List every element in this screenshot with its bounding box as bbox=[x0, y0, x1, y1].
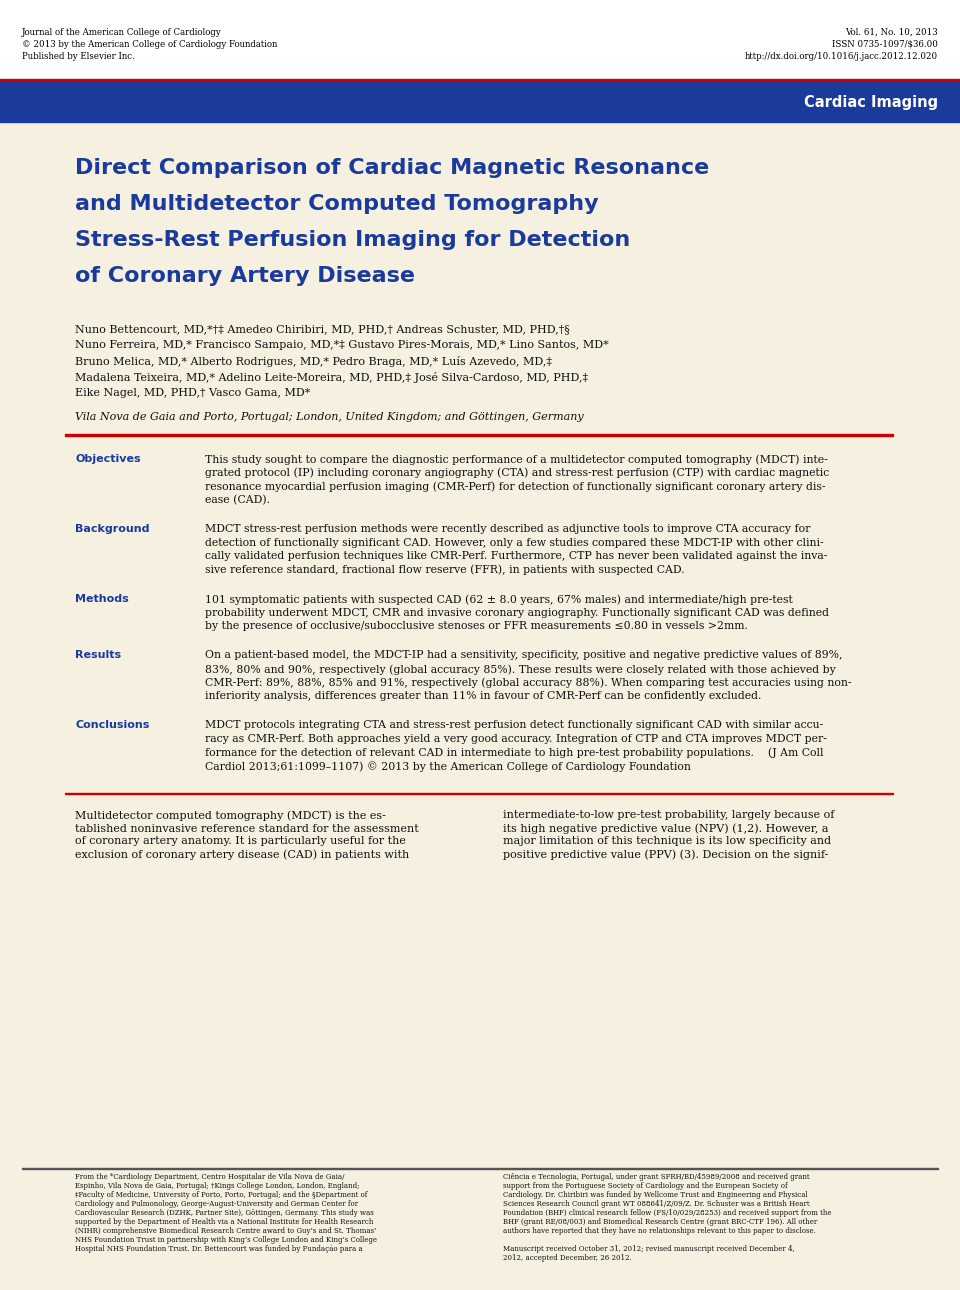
Text: Nuno Bettencourt, MD,*†‡ Amedeo Chiribiri, MD, PHD,† Andreas Schuster, MD, PHD,†: Nuno Bettencourt, MD,*†‡ Amedeo Chiribir… bbox=[75, 324, 569, 334]
Text: detection of functionally significant CAD. However, only a few studies compared : detection of functionally significant CA… bbox=[205, 538, 824, 547]
Bar bbox=[0, 83, 960, 123]
Text: support from the Portuguese Society of Cardiology and the European Society of: support from the Portuguese Society of C… bbox=[503, 1182, 787, 1189]
Text: intermediate-to-low pre-test probability, largely because of: intermediate-to-low pre-test probability… bbox=[503, 810, 834, 820]
Text: Foundation (BHF) clinical research fellow (FS/10/029/28253) and received support: Foundation (BHF) clinical research fello… bbox=[503, 1209, 831, 1216]
Text: its high negative predictive value (NPV) (1,2). However, a: its high negative predictive value (NPV)… bbox=[503, 823, 828, 835]
Text: (NIHR) comprehensive Biomedical Research Centre award to Guy’s and St. Thomas’: (NIHR) comprehensive Biomedical Research… bbox=[75, 1227, 376, 1235]
Text: sive reference standard, fractional flow reserve (FFR), in patients with suspect: sive reference standard, fractional flow… bbox=[205, 565, 684, 575]
Text: Cardiology. Dr. Chiribiri was funded by Wellcome Trust and Engineering and Physi: Cardiology. Dr. Chiribiri was funded by … bbox=[503, 1191, 807, 1198]
Text: Multidetector computed tomography (MDCT) is the es-: Multidetector computed tomography (MDCT)… bbox=[75, 810, 386, 820]
Text: ‡Faculty of Medicine, University of Porto, Porto, Portugal; and the §Department : ‡Faculty of Medicine, University of Port… bbox=[75, 1191, 368, 1198]
Text: On a patient-based model, the MDCT-IP had a sensitivity, specificity, positive a: On a patient-based model, the MDCT-IP ha… bbox=[205, 650, 843, 660]
Text: Results: Results bbox=[75, 650, 121, 660]
Text: tablished noninvasive reference standard for the assessment: tablished noninvasive reference standard… bbox=[75, 823, 419, 833]
Text: NHS Foundation Trust in partnership with King’s College London and King’s Colleg: NHS Foundation Trust in partnership with… bbox=[75, 1236, 377, 1244]
Text: Vila Nova de Gaia and Porto, Portugal; London, United Kingdom; and Göttingen, Ge: Vila Nova de Gaia and Porto, Portugal; L… bbox=[75, 412, 584, 422]
Bar bbox=[65, 433, 893, 436]
Text: Hospital NHS Foundation Trust. Dr. Bettencourt was funded by Fundação para a: Hospital NHS Foundation Trust. Dr. Bette… bbox=[75, 1245, 363, 1253]
Text: Stress-Rest Perfusion Imaging for Detection: Stress-Rest Perfusion Imaging for Detect… bbox=[75, 230, 631, 250]
Text: of Coronary Artery Disease: of Coronary Artery Disease bbox=[75, 266, 415, 286]
Text: supported by the Department of Health via a National Institute for Health Resear: supported by the Department of Health vi… bbox=[75, 1218, 373, 1226]
Text: racy as CMR-Perf. Both approaches yield a very good accuracy. Integration of CTP: racy as CMR-Perf. Both approaches yield … bbox=[205, 734, 827, 744]
Text: by the presence of occlusive/subocclusive stenoses or FFR measurements ≤0.80 in : by the presence of occlusive/subocclusiv… bbox=[205, 620, 748, 631]
Text: From the *Cardiology Department, Centro Hospitalar de Vila Nova de Gaia/: From the *Cardiology Department, Centro … bbox=[75, 1173, 345, 1182]
Text: This study sought to compare the diagnostic performance of a multidetector compu: This study sought to compare the diagnos… bbox=[205, 454, 828, 464]
Text: Cardiology and Pulmonology, George-August-University and German Center for: Cardiology and Pulmonology, George-Augus… bbox=[75, 1200, 358, 1207]
Bar bbox=[0, 79, 960, 83]
Text: exclusion of coronary artery disease (CAD) in patients with: exclusion of coronary artery disease (CA… bbox=[75, 850, 409, 860]
Text: of coronary artery anatomy. It is particularly useful for the: of coronary artery anatomy. It is partic… bbox=[75, 836, 406, 846]
Text: positive predictive value (PPV) (3). Decision on the signif-: positive predictive value (PPV) (3). Dec… bbox=[503, 850, 828, 860]
Text: Manuscript received October 31, 2012; revised manuscript received December 4,: Manuscript received October 31, 2012; re… bbox=[503, 1245, 795, 1253]
Text: Objectives: Objectives bbox=[75, 454, 140, 464]
Text: and Multidetector Computed Tomography: and Multidetector Computed Tomography bbox=[75, 194, 599, 214]
Text: Vol. 61, No. 10, 2013: Vol. 61, No. 10, 2013 bbox=[846, 28, 938, 37]
Text: Journal of the American College of Cardiology: Journal of the American College of Cardi… bbox=[22, 28, 222, 37]
Text: Madalena Teixeira, MD,* Adelino Leite-Moreira, MD, PHD,‡ José Silva-Cardoso, MD,: Madalena Teixeira, MD,* Adelino Leite-Mo… bbox=[75, 372, 588, 383]
Text: 83%, 80% and 90%, respectively (global accuracy 85%). These results were closely: 83%, 80% and 90%, respectively (global a… bbox=[205, 664, 836, 675]
Text: probability underwent MDCT, CMR and invasive coronary angiography. Functionally : probability underwent MDCT, CMR and inva… bbox=[205, 608, 829, 618]
Text: ease (CAD).: ease (CAD). bbox=[205, 494, 270, 504]
Text: 2012, accepted December, 26 2012.: 2012, accepted December, 26 2012. bbox=[503, 1254, 632, 1262]
Text: Cardiac Imaging: Cardiac Imaging bbox=[804, 94, 938, 110]
Text: Ciência e Tecnologia, Portugal, under grant SFRH/BD/45989/2008 and received gran: Ciência e Tecnologia, Portugal, under gr… bbox=[503, 1173, 809, 1182]
Text: CMR-Perf: 89%, 88%, 85% and 91%, respectively (global accuracy 88%). When compar: CMR-Perf: 89%, 88%, 85% and 91%, respect… bbox=[205, 677, 852, 688]
Bar bbox=[0, 0, 960, 101]
Text: major limitation of this technique is its low specificity and: major limitation of this technique is it… bbox=[503, 836, 831, 846]
Text: Published by Elsevier Inc.: Published by Elsevier Inc. bbox=[22, 52, 134, 61]
Text: © 2013 by the American College of Cardiology Foundation: © 2013 by the American College of Cardio… bbox=[22, 40, 277, 49]
Text: cally validated perfusion techniques like CMR-Perf. Furthermore, CTP has never b: cally validated perfusion techniques lik… bbox=[205, 551, 828, 561]
Text: formance for the detection of relevant CAD in intermediate to high pre-test prob: formance for the detection of relevant C… bbox=[205, 747, 824, 759]
Text: Cardiol 2013;61:1099–1107) © 2013 by the American College of Cardiology Foundati: Cardiol 2013;61:1099–1107) © 2013 by the… bbox=[205, 761, 691, 771]
Text: resonance myocardial perfusion imaging (CMR-Perf) for detection of functionally : resonance myocardial perfusion imaging (… bbox=[205, 481, 826, 491]
Text: Bruno Melica, MD,* Alberto Rodrigues, MD,* Pedro Braga, MD,* Luís Azevedo, MD,‡: Bruno Melica, MD,* Alberto Rodrigues, MD… bbox=[75, 356, 552, 366]
Text: Direct Comparison of Cardiac Magnetic Resonance: Direct Comparison of Cardiac Magnetic Re… bbox=[75, 157, 709, 178]
Text: Conclusions: Conclusions bbox=[75, 721, 150, 730]
Text: Methods: Methods bbox=[75, 593, 129, 604]
Text: Sciences Research Council grant WT 088641/Z/09/Z. Dr. Schuster was a British Hea: Sciences Research Council grant WT 08864… bbox=[503, 1200, 809, 1207]
Text: MDCT protocols integrating CTA and stress-rest perfusion detect functionally sig: MDCT protocols integrating CTA and stres… bbox=[205, 721, 824, 730]
Text: Eike Nagel, MD, PHD,† Vasco Gama, MD*: Eike Nagel, MD, PHD,† Vasco Gama, MD* bbox=[75, 388, 310, 399]
Text: BHF (grant RE/08/003) and Biomedical Research Centre (grant BRC-CTF 196). All ot: BHF (grant RE/08/003) and Biomedical Res… bbox=[503, 1218, 817, 1226]
Text: MDCT stress-rest perfusion methods were recently described as adjunctive tools t: MDCT stress-rest perfusion methods were … bbox=[205, 524, 810, 534]
Text: 101 symptomatic patients with suspected CAD (62 ± 8.0 years, 67% males) and inte: 101 symptomatic patients with suspected … bbox=[205, 593, 793, 605]
Text: Background: Background bbox=[75, 524, 150, 534]
Text: grated protocol (IP) including coronary angiography (CTA) and stress-rest perfus: grated protocol (IP) including coronary … bbox=[205, 467, 829, 479]
Text: inferiority analysis, differences greater than 11% in favour of CMR-Perf can be : inferiority analysis, differences greate… bbox=[205, 691, 761, 700]
Text: Cardiovascular Research (DZHK, Partner Site), Göttingen, Germany. This study was: Cardiovascular Research (DZHK, Partner S… bbox=[75, 1209, 373, 1216]
Text: ISSN 0735-1097/$36.00: ISSN 0735-1097/$36.00 bbox=[832, 40, 938, 49]
Text: Nuno Ferreira, MD,* Francisco Sampaio, MD,*‡ Gustavo Pires-Morais, MD,* Lino San: Nuno Ferreira, MD,* Francisco Sampaio, M… bbox=[75, 341, 609, 350]
Text: authors have reported that they have no relationships relevant to this paper to : authors have reported that they have no … bbox=[503, 1227, 816, 1235]
Text: http://dx.doi.org/10.1016/j.jacc.2012.12.020: http://dx.doi.org/10.1016/j.jacc.2012.12… bbox=[745, 52, 938, 61]
Text: Espinho, Vila Nova de Gaia, Portugal; †Kings College London, London, England;: Espinho, Vila Nova de Gaia, Portugal; †K… bbox=[75, 1182, 359, 1189]
